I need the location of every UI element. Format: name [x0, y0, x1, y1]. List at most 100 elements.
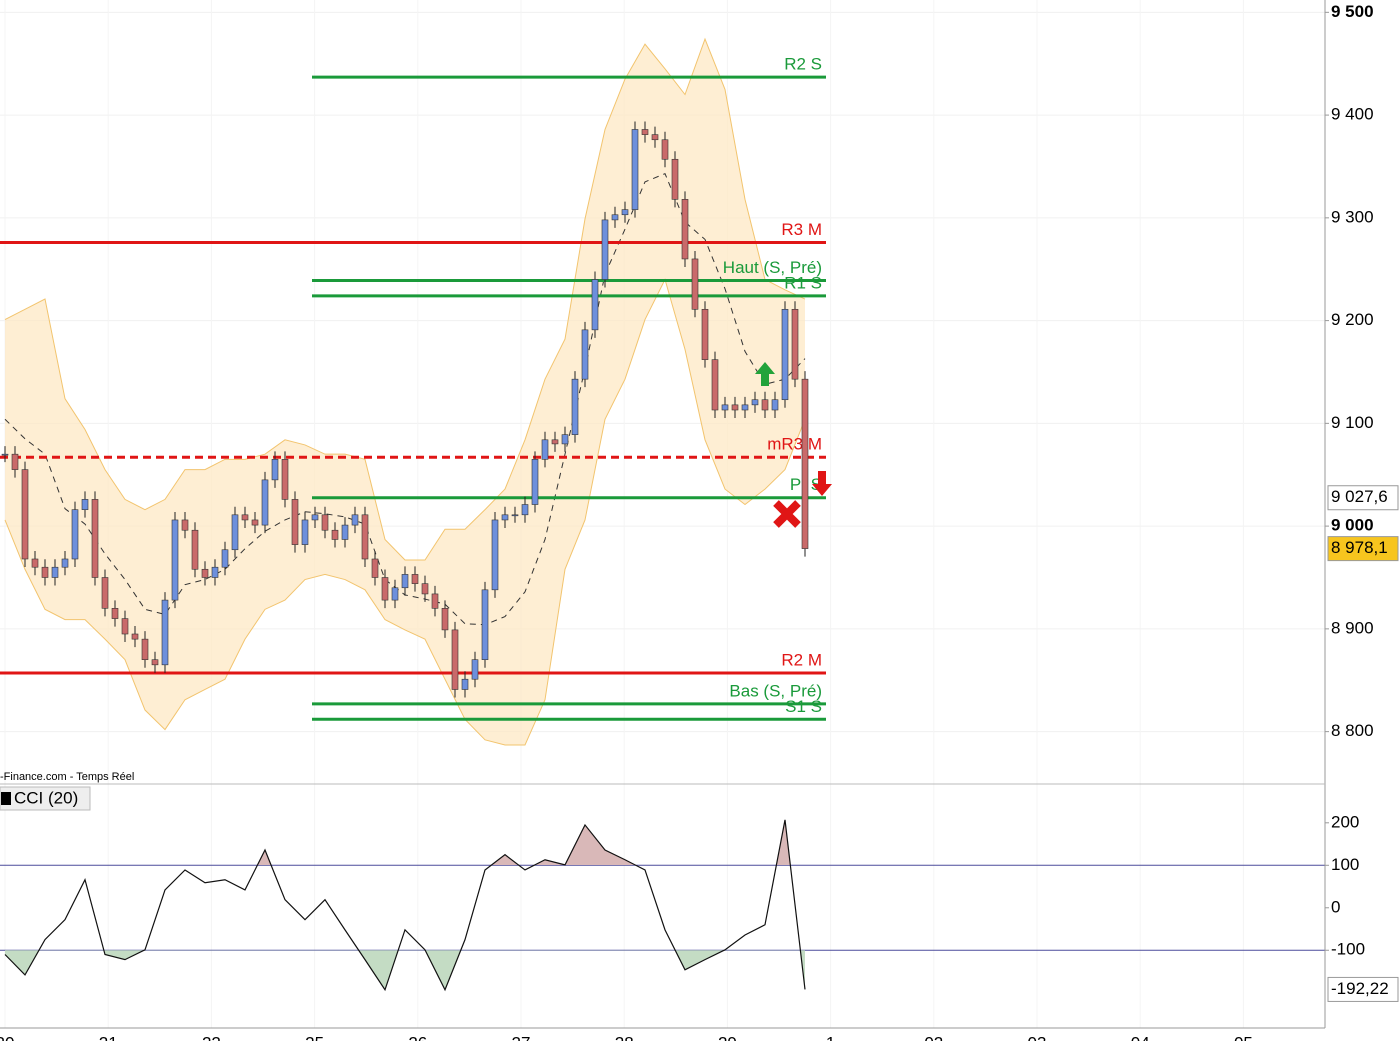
candle — [671, 158, 679, 200]
y-tick-label: 8 900 — [1331, 618, 1374, 637]
price-box — [1327, 485, 1399, 511]
x-tick-label: 04 — [1131, 1033, 1150, 1041]
candle — [371, 558, 379, 578]
candle — [631, 129, 639, 210]
y-tick-label: 0 — [1331, 897, 1340, 916]
y-tick-label: 100 — [1331, 855, 1359, 874]
candle — [201, 568, 209, 578]
sell-signal — [812, 471, 832, 496]
candle — [51, 566, 59, 578]
candle — [591, 279, 599, 331]
candle — [31, 558, 39, 568]
candle — [801, 378, 809, 549]
level-label: mR3 M — [767, 435, 822, 454]
candle — [271, 459, 279, 481]
level-label: Bas (S, Pré) — [729, 681, 822, 700]
y-tick-label: -100 — [1331, 940, 1365, 959]
level-label: R3 M — [781, 220, 822, 239]
candle — [571, 378, 579, 435]
candle — [751, 399, 759, 406]
x-tick-label: 25 — [305, 1033, 324, 1041]
candle — [1, 453, 9, 456]
level-label: Haut (S, Pré) — [723, 258, 822, 277]
candle — [741, 404, 749, 411]
candle — [21, 469, 29, 560]
candle — [141, 638, 149, 660]
candle — [331, 529, 339, 540]
candle — [791, 308, 799, 380]
candle — [181, 519, 189, 531]
candle — [521, 504, 529, 516]
candle — [341, 524, 349, 540]
cci-oversold — [5, 950, 805, 990]
price-label: 9 027,6 — [1331, 487, 1388, 506]
x-tick-label: 20 — [0, 1033, 14, 1041]
candle — [471, 659, 479, 680]
x-tick-label: 29 — [718, 1033, 737, 1041]
level-label: R2 S — [784, 55, 822, 74]
candle — [291, 499, 299, 545]
y-tick-label: 9 400 — [1331, 105, 1374, 124]
y-tick-label: 200 — [1331, 812, 1359, 831]
candle — [61, 558, 69, 568]
candle — [641, 129, 649, 135]
candle — [191, 529, 199, 570]
candle — [761, 399, 769, 411]
candle — [41, 566, 49, 578]
candle — [621, 209, 629, 216]
y-tick-label: 9 500 — [1331, 2, 1374, 21]
candle — [101, 577, 109, 609]
x-tick-label: 21 — [99, 1033, 118, 1041]
cci-line — [4, 819, 806, 992]
level-label: S1 S — [785, 697, 822, 716]
candle — [781, 308, 789, 401]
indicator-swatch — [1, 792, 11, 805]
candle — [171, 519, 179, 601]
x-tick-label: 03 — [1028, 1033, 1047, 1041]
candle — [701, 308, 709, 360]
candle — [161, 599, 169, 666]
candle — [231, 514, 239, 551]
candle — [321, 514, 329, 531]
level-label: R1 S — [784, 273, 822, 292]
cross-signal — [773, 500, 801, 528]
candle — [211, 566, 219, 578]
candle — [121, 618, 129, 635]
y-tick-label: 8 800 — [1331, 721, 1374, 740]
candle — [251, 519, 259, 526]
candle — [491, 519, 499, 591]
candle — [311, 514, 319, 521]
price-box — [1327, 536, 1399, 562]
candle — [651, 134, 659, 141]
indicator-title: CCI (20) — [14, 788, 78, 807]
candle — [481, 589, 489, 660]
x-tick-label: 1 — [826, 1033, 835, 1041]
candle — [601, 219, 609, 280]
candle — [221, 549, 229, 568]
x-tick-label: 28 — [615, 1033, 634, 1041]
candle — [461, 678, 469, 690]
candle — [131, 633, 139, 640]
buy-signal — [755, 362, 775, 386]
candle — [501, 514, 509, 521]
candle — [711, 359, 719, 411]
candle — [81, 499, 89, 510]
candle — [541, 439, 549, 460]
candle — [71, 509, 79, 560]
y-tick-label: 9 300 — [1331, 207, 1374, 226]
x-tick-label: 02 — [924, 1033, 943, 1041]
cci-value-box — [1327, 976, 1399, 1002]
x-tick-label: 05 — [1234, 1033, 1253, 1041]
candle — [441, 608, 449, 631]
band-lower — [4, 278, 806, 746]
x-tick-label: 27 — [512, 1033, 531, 1041]
candle — [731, 404, 739, 411]
candle — [431, 593, 439, 609]
candle — [381, 577, 389, 601]
cci-value-label: -192,22 — [1331, 979, 1389, 998]
candle — [351, 514, 359, 526]
y-tick-label: 9 200 — [1331, 310, 1374, 329]
candle — [281, 459, 289, 500]
x-tick-label: 22 — [202, 1033, 221, 1041]
